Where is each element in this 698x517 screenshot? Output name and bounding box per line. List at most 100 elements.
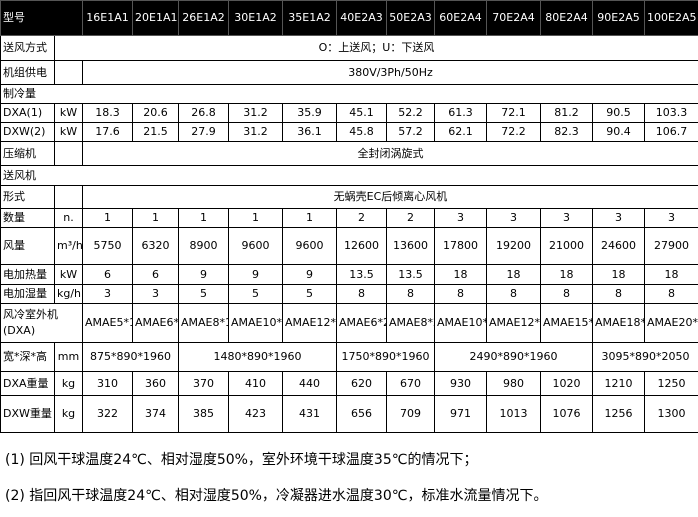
value-cell: 19200 (486, 227, 541, 265)
value-cell: 322 (82, 395, 133, 433)
table-row: 数量 n. 1 1 1 1 1 2 2 3 3 3 3 3 (0, 208, 698, 228)
value-cell: 8900 (178, 227, 229, 265)
value-cell: 13600 (386, 227, 435, 265)
header-cell: 60E2A4 (434, 0, 487, 36)
value-cell: 374 (132, 395, 179, 433)
table-row: 形式 无蜗壳EC后倾离心风机 (0, 185, 698, 209)
value-cell: AMAE12*2 (486, 303, 541, 343)
value-cell: 18 (644, 264, 698, 285)
unit-cell (54, 141, 83, 166)
value-cell: 8 (644, 284, 698, 304)
value-cell: 930 (434, 371, 487, 396)
header-cell: 20E1A1 (132, 0, 179, 36)
value-cell: 1 (132, 208, 179, 228)
row-label: 宽*深*高 (0, 342, 55, 372)
value-cell: 2490*890*1960 (434, 342, 593, 372)
value-cell: 61.3 (434, 103, 487, 123)
value-cell: 26.8 (178, 103, 229, 123)
header-cell: 35E1A2 (282, 0, 337, 36)
value-cell: 385 (178, 395, 229, 433)
merged-value: 无蜗壳EC后倾离心风机 (82, 185, 698, 209)
value-cell: 62.1 (434, 122, 487, 142)
value-cell: AMAE18*2 (592, 303, 645, 343)
value-cell: 5750 (82, 227, 133, 265)
value-cell: 81.2 (540, 103, 593, 123)
value-cell: 9 (178, 264, 229, 285)
value-cell: 5 (178, 284, 229, 304)
value-cell: AMAE20*2 (644, 303, 698, 343)
table-row: 宽*深*高 mm 875*890*1960 1480*890*1960 1750*890… (0, 342, 698, 372)
value-cell: 3 (486, 208, 541, 228)
table-row: DXA重量 kg 310 360 370 410 440 620 670 930 980 1020 12… (0, 371, 698, 396)
value-cell: AMAE6*2 (336, 303, 387, 343)
header-cell: 型号 (0, 0, 83, 36)
value-cell: 1750*890*1960 (336, 342, 435, 372)
value-cell: 8 (592, 284, 645, 304)
table-row: 压缩机 全封闭涡旋式 (0, 141, 698, 166)
row-label: 风冷室外机(DXA) (0, 303, 83, 343)
unit-cell (54, 185, 83, 209)
value-cell: 1076 (540, 395, 593, 433)
row-label: 形式 (0, 185, 55, 209)
value-cell: 1013 (486, 395, 541, 433)
value-cell: 656 (336, 395, 387, 433)
value-cell: 72.2 (486, 122, 541, 142)
table-row: 送风机 (0, 165, 698, 186)
merged-value: 全封闭涡旋式 (82, 141, 698, 166)
value-cell: 45.1 (336, 103, 387, 123)
value-cell: 3 (82, 284, 133, 304)
value-cell: 31.2 (228, 103, 283, 123)
value-cell: 875*890*1960 (82, 342, 179, 372)
value-cell: 1 (82, 208, 133, 228)
value-cell: 1480*890*1960 (178, 342, 337, 372)
row-label: DXW(2) (0, 122, 55, 142)
unit-cell: m³/h (54, 227, 83, 265)
unit-cell: kg/h (54, 284, 83, 304)
value-cell: 3095*890*2050 (592, 342, 698, 372)
value-cell: 52.2 (386, 103, 435, 123)
row-label: 送风方式 (0, 35, 55, 61)
value-cell: 5 (228, 284, 283, 304)
value-cell: 90.5 (592, 103, 645, 123)
table-row: 送风方式 O：上送风；U：下送风 (0, 35, 698, 61)
value-cell: 1250 (644, 371, 698, 396)
unit-cell: mm (54, 342, 83, 372)
row-label: DXW重量 (0, 395, 55, 433)
value-cell: 1 (178, 208, 229, 228)
value-cell: 1020 (540, 371, 593, 396)
table-row: DXA(1) kW 18.3 20.6 26.8 31.2 35.9 45.1 52.2 61.3… (0, 103, 698, 123)
value-cell: 8 (386, 284, 435, 304)
value-cell: 1210 (592, 371, 645, 396)
header-cell: 40E2A3 (336, 0, 387, 36)
value-cell: 709 (386, 395, 435, 433)
value-cell: 35.9 (282, 103, 337, 123)
value-cell: 5 (282, 284, 337, 304)
table-row: 电加热量 kW 6 6 9 9 9 13.5 13.5 18 18 18 18 18 (0, 264, 698, 285)
value-cell: 45.8 (336, 122, 387, 142)
table-row: 电加湿量 kg/h 3 3 5 5 5 8 8 8 8 8 8 8 (0, 284, 698, 304)
row-label: 电加热量 (0, 264, 55, 285)
value-cell: 980 (486, 371, 541, 396)
table-row: 风冷室外机(DXA)AMAE5*1AMAE6*1AMAE8*1AMAE10*1A… (0, 303, 698, 343)
value-cell: AMAE15*2 (540, 303, 593, 343)
value-cell: 82.3 (540, 122, 593, 142)
row-label: DXA(1) (0, 103, 55, 123)
value-cell: 36.1 (282, 122, 337, 142)
value-cell: AMAE10*2 (434, 303, 487, 343)
header-cell: 80E2A4 (540, 0, 593, 36)
value-cell: 620 (336, 371, 387, 396)
header-cell: 70E2A4 (486, 0, 541, 36)
value-cell: 24600 (592, 227, 645, 265)
value-cell: 20.6 (132, 103, 179, 123)
value-cell: 8 (434, 284, 487, 304)
row-label: 电加湿量 (0, 284, 55, 304)
value-cell: 103.3 (644, 103, 698, 123)
merged-value: 380V/3Ph/50Hz (82, 60, 698, 85)
value-cell: 431 (282, 395, 337, 433)
value-cell: 410 (228, 371, 283, 396)
value-cell: 440 (282, 371, 337, 396)
header-cell: 26E1A2 (178, 0, 229, 36)
table-row: 机组供电 380V/3Ph/50Hz (0, 60, 698, 85)
value-cell: 971 (434, 395, 487, 433)
value-cell: 72.1 (486, 103, 541, 123)
